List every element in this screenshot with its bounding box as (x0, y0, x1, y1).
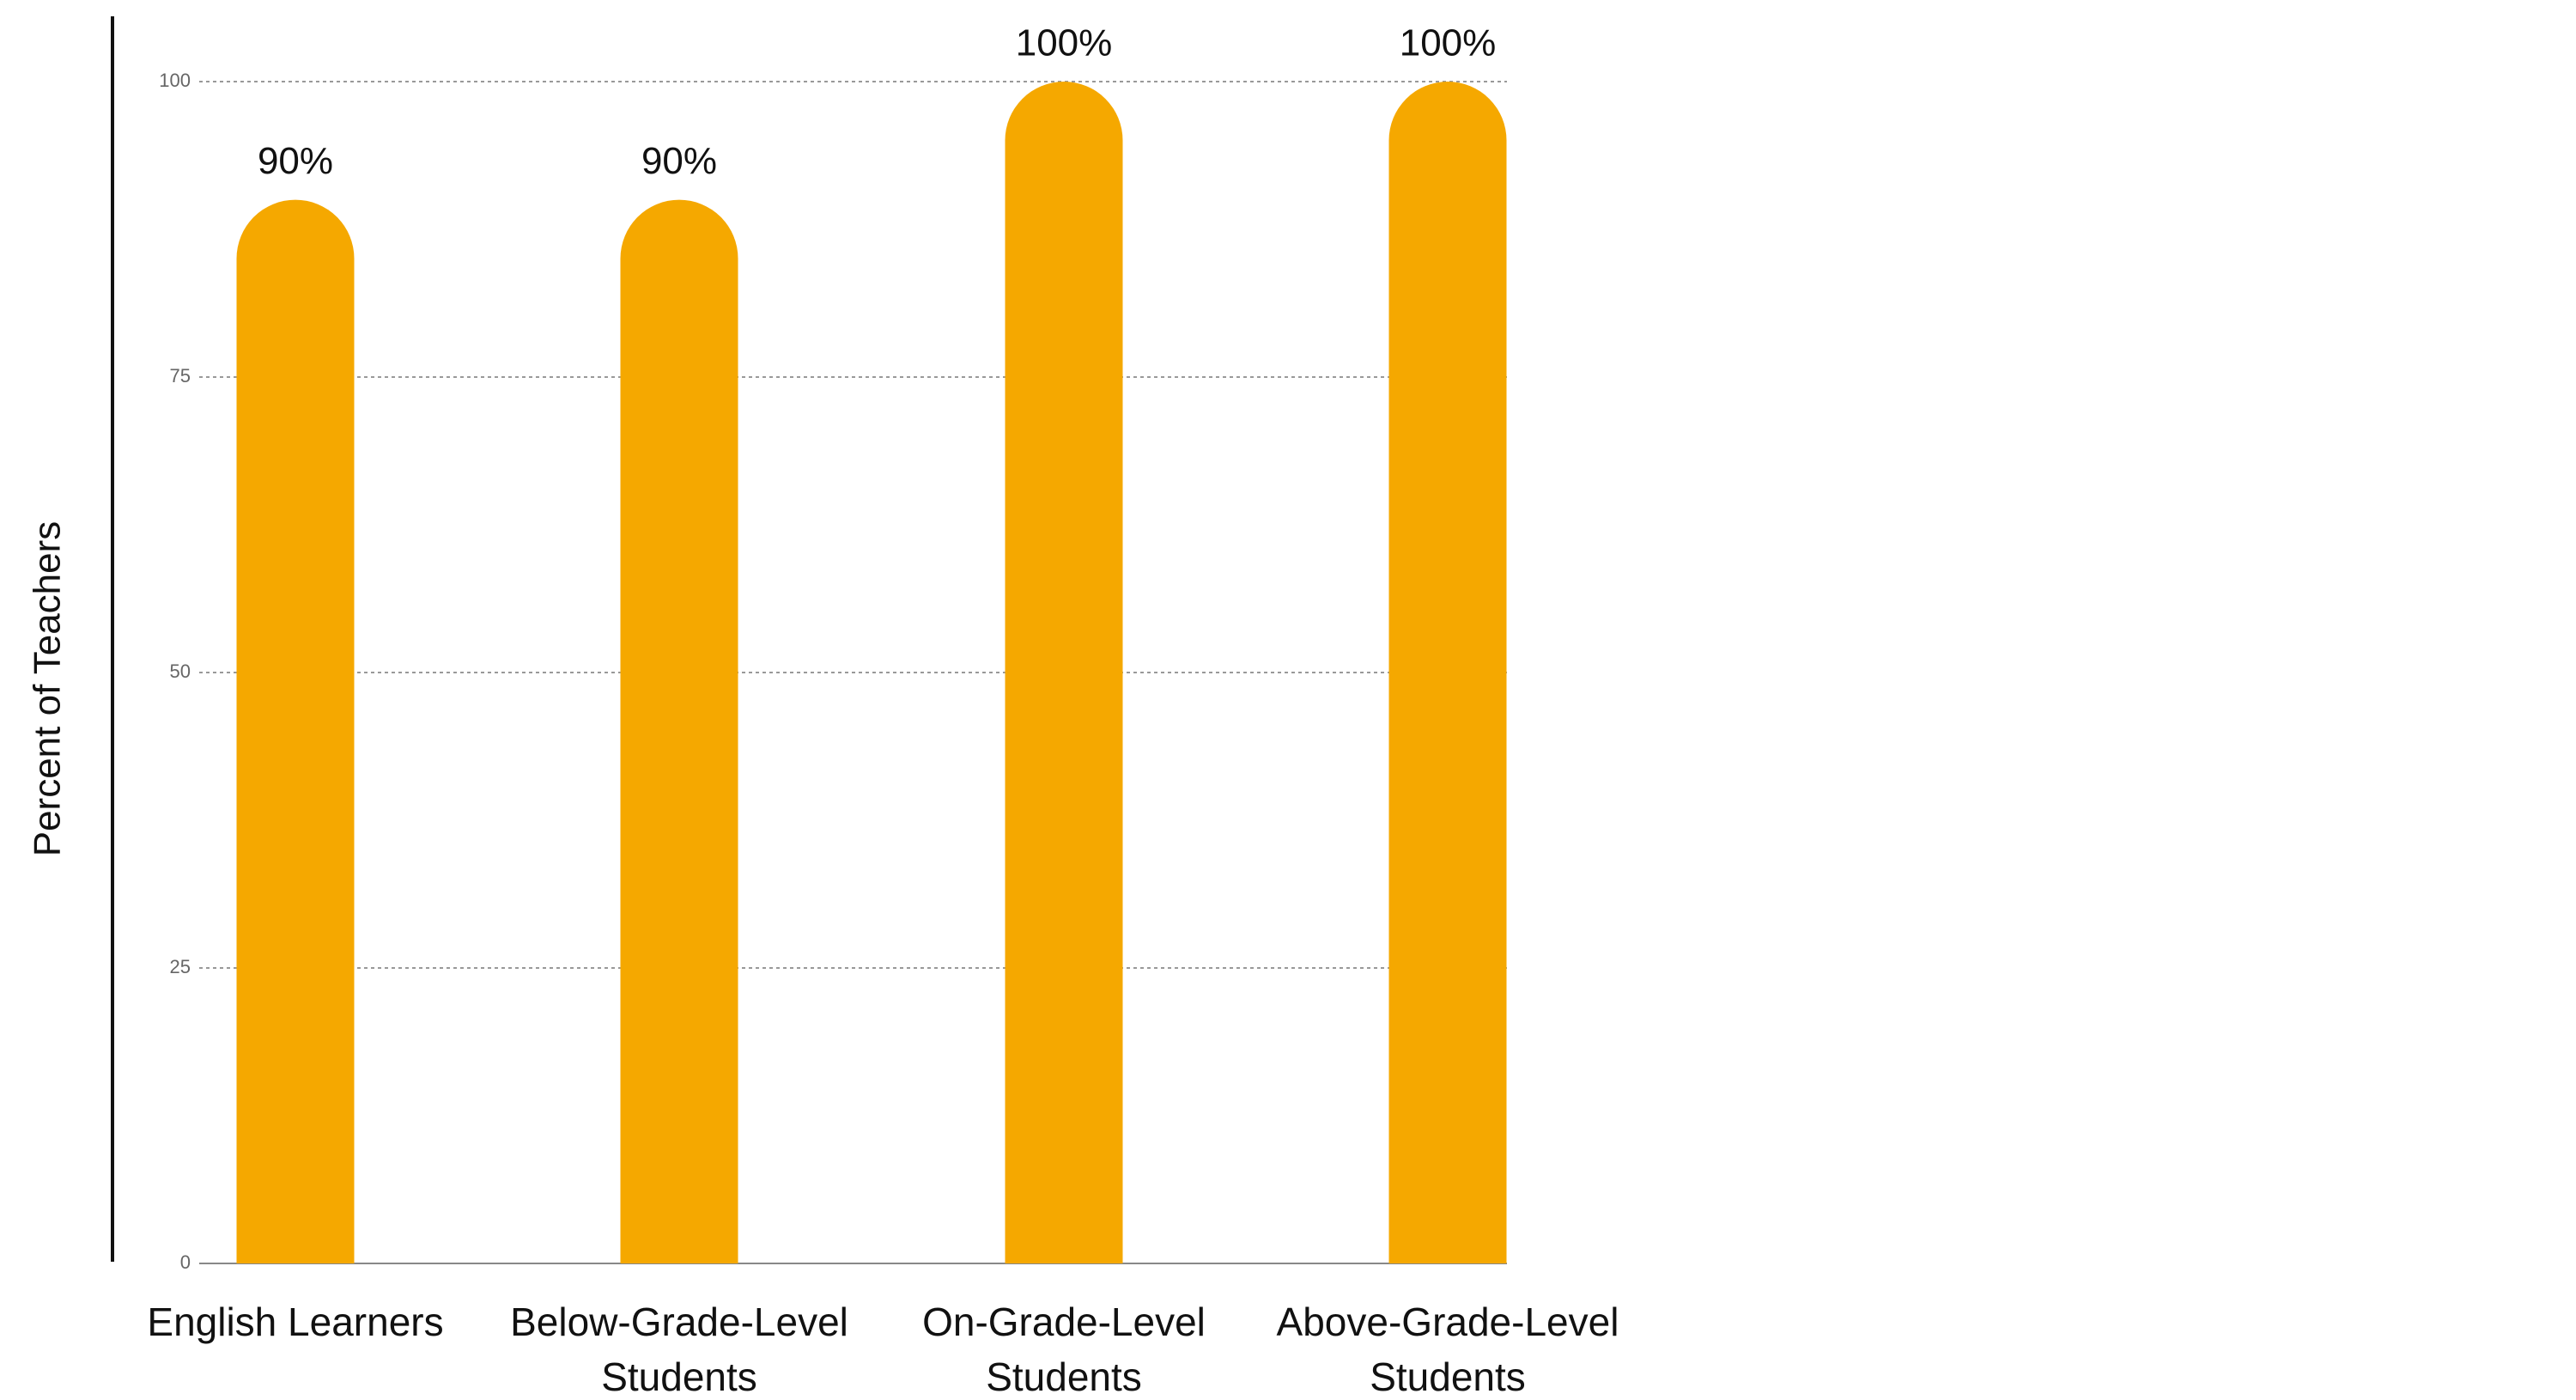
x-tick-label: Below-Grade-Level (510, 1300, 848, 1344)
value-label: 90% (641, 140, 717, 182)
y-tick-label: 50 (170, 660, 191, 682)
y-axis-title: Percent of Teachers (27, 521, 69, 857)
bar (1388, 82, 1507, 1263)
value-label: 100% (1400, 22, 1497, 64)
bar (236, 199, 355, 1264)
value-label: 100% (1016, 22, 1113, 64)
x-tick-label: Students (1370, 1354, 1526, 1399)
x-tick-label: Above-Grade-Level (1277, 1300, 1619, 1344)
bar (1005, 82, 1123, 1263)
x-tick-label: Students (601, 1354, 757, 1399)
y-tick-label: 0 (180, 1251, 191, 1273)
value-label: 90% (258, 140, 333, 182)
x-tick-label: On-Grade-Level (922, 1300, 1206, 1344)
bar (620, 199, 738, 1264)
x-tick-label: Students (986, 1354, 1142, 1399)
x-tick-label: English Learners (147, 1300, 443, 1344)
y-tick-label: 75 (170, 365, 191, 387)
y-tick-label: 25 (170, 956, 191, 977)
y-tick-label: 100 (159, 70, 191, 91)
